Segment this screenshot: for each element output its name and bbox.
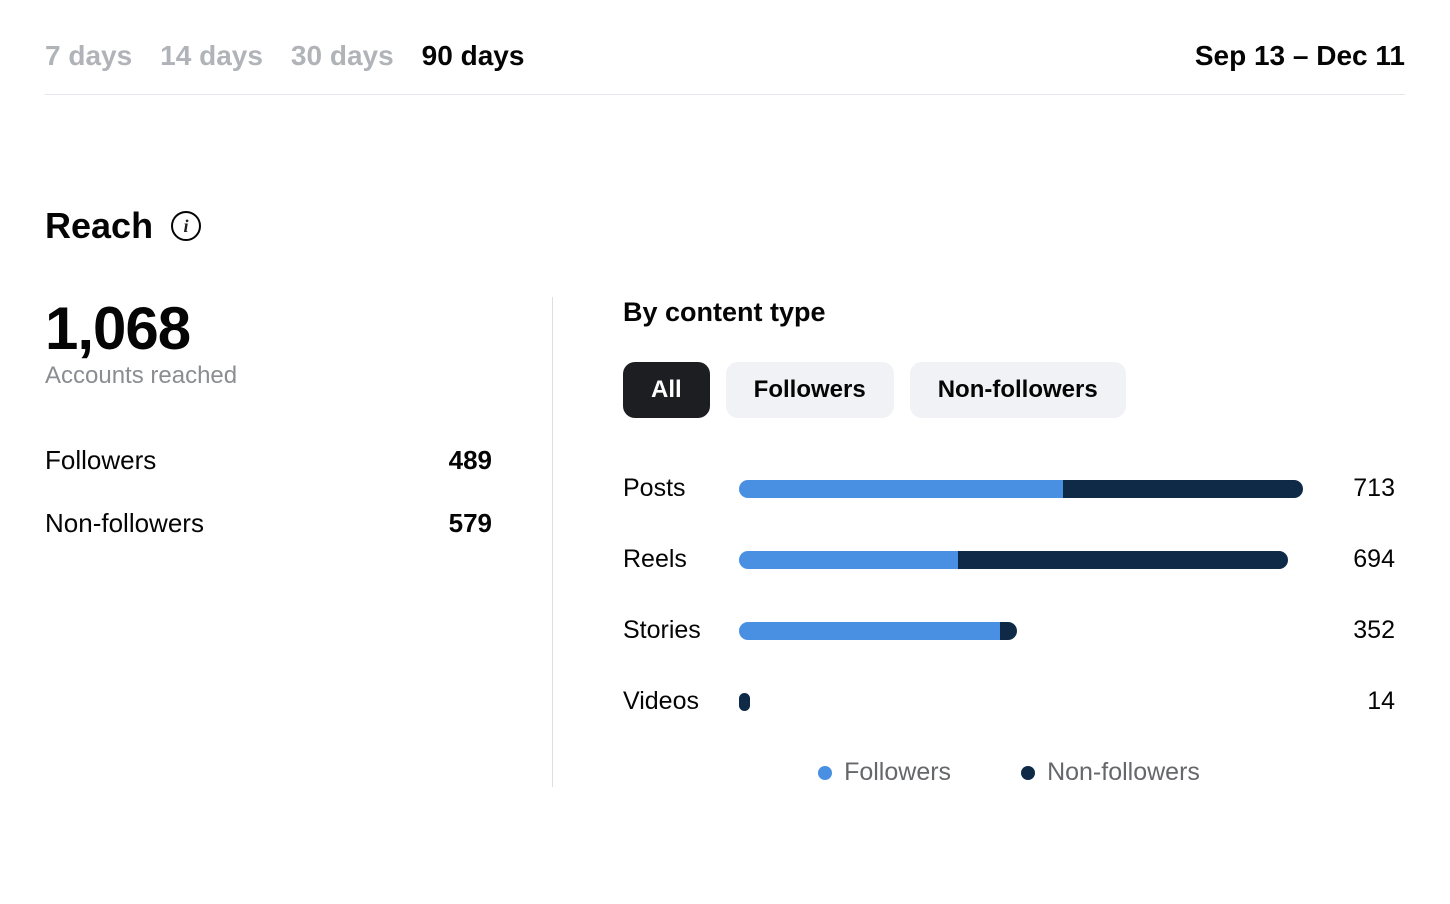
chart-row-label: Posts (623, 474, 739, 503)
chart-row: Videos 14 (623, 687, 1395, 716)
stat-row-non-followers: Non-followers 579 (45, 508, 492, 539)
legend-label: Non-followers (1047, 758, 1200, 787)
chart-bar (739, 480, 1303, 498)
legend-dot-icon (1021, 766, 1035, 780)
bar-segment-followers (739, 622, 1000, 640)
bar-segment-non-followers (1063, 480, 1303, 498)
chart-bar-track (739, 551, 1303, 569)
time-tab-30-days[interactable]: 30 days (291, 40, 394, 72)
time-tab-90-days[interactable]: 90 days (422, 40, 525, 72)
filter-tab-all[interactable]: All (623, 362, 710, 418)
stat-label: Followers (45, 445, 156, 476)
accounts-reached-total: 1,068 (45, 297, 492, 360)
section-header: Reach i (45, 205, 1405, 247)
legend-label: Followers (844, 758, 951, 787)
bar-segment-non-followers (958, 551, 1288, 569)
chart-row-value: 352 (1323, 616, 1395, 645)
chart-bar (739, 622, 1017, 640)
content-type-chart: Posts 713 Reels 694 Stories 352 Videos 14 (623, 474, 1395, 716)
stat-value: 579 (449, 508, 492, 539)
bar-segment-non-followers (739, 693, 750, 711)
time-tab-14-days[interactable]: 14 days (160, 40, 263, 72)
legend-item-non-followers: Non-followers (1021, 758, 1200, 787)
chart-bar (739, 551, 1288, 569)
stat-label: Non-followers (45, 508, 204, 539)
chart-bar-track (739, 622, 1303, 640)
chart-row: Reels 694 (623, 545, 1395, 574)
filter-tabs: All Followers Non-followers (623, 362, 1395, 418)
filter-tab-non-followers[interactable]: Non-followers (910, 362, 1126, 418)
chart-row-value: 713 (1323, 474, 1395, 503)
legend-dot-icon (818, 766, 832, 780)
time-range-bar: 7 days 14 days 30 days 90 days Sep 13 – … (45, 40, 1405, 95)
content-area: 1,068 Accounts reached Followers 489 Non… (45, 297, 1405, 787)
date-range: Sep 13 – Dec 11 (1195, 40, 1405, 72)
chart-row: Stories 352 (623, 616, 1395, 645)
chart-bar-track (739, 480, 1303, 498)
content-type-panel: By content type All Followers Non-follow… (553, 297, 1405, 787)
chart-legend: Followers Non-followers (623, 758, 1395, 787)
info-icon[interactable]: i (171, 211, 201, 241)
chart-row-label: Reels (623, 545, 739, 574)
chart-row-label: Videos (623, 687, 739, 716)
chart-bar-track (739, 693, 1303, 711)
bar-segment-followers (739, 480, 1063, 498)
section-title: Reach (45, 205, 153, 247)
chart-row-value: 694 (1323, 545, 1395, 574)
time-tab-7-days[interactable]: 7 days (45, 40, 132, 72)
stat-row-followers: Followers 489 (45, 445, 492, 476)
breakdown-list: Followers 489 Non-followers 579 (45, 445, 492, 539)
bar-segment-followers (739, 551, 958, 569)
chart-row: Posts 713 (623, 474, 1395, 503)
filter-tab-followers[interactable]: Followers (726, 362, 894, 418)
by-content-type-title: By content type (623, 297, 1395, 328)
accounts-reached-label: Accounts reached (45, 362, 492, 390)
summary-panel: 1,068 Accounts reached Followers 489 Non… (45, 297, 553, 787)
bar-segment-non-followers (1000, 622, 1017, 640)
legend-item-followers: Followers (818, 758, 951, 787)
chart-row-value: 14 (1323, 687, 1395, 716)
chart-bar (739, 693, 750, 711)
chart-row-label: Stories (623, 616, 739, 645)
time-tabs: 7 days 14 days 30 days 90 days (45, 40, 524, 72)
stat-value: 489 (449, 445, 492, 476)
